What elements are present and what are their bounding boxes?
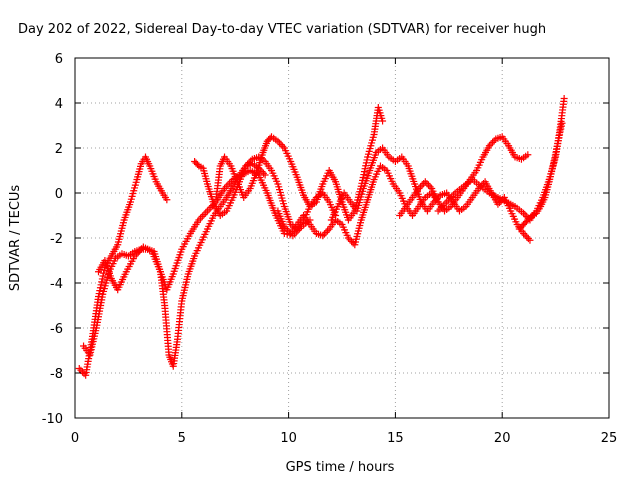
data-point bbox=[324, 227, 332, 235]
ticks-layer: 0 5 10 15 20 25 -10 -8 -6 -4 -2 0 2 4 6 bbox=[42, 52, 618, 446]
data-point bbox=[243, 160, 251, 168]
data-point bbox=[485, 142, 493, 150]
data-point bbox=[245, 159, 253, 167]
data-point bbox=[346, 236, 354, 244]
data-point bbox=[78, 368, 86, 376]
data-point bbox=[276, 139, 284, 147]
data-point bbox=[75, 365, 83, 372]
data-point bbox=[421, 178, 429, 186]
data-point bbox=[260, 169, 268, 177]
y-tick-label: -2 bbox=[50, 232, 63, 247]
data-series-track-10 bbox=[515, 119, 566, 233]
y-tick-label: 2 bbox=[55, 142, 63, 157]
data-point bbox=[344, 234, 352, 242]
data-point bbox=[520, 230, 528, 237]
data-point bbox=[521, 231, 529, 239]
data-point bbox=[320, 230, 328, 238]
data-point bbox=[322, 228, 330, 236]
data-point bbox=[425, 181, 433, 189]
data-series-track-2 bbox=[80, 160, 269, 370]
data-point bbox=[416, 183, 424, 191]
data-point bbox=[524, 235, 532, 243]
data-point bbox=[261, 171, 269, 179]
data-layer bbox=[75, 95, 568, 379]
data-point bbox=[348, 237, 356, 245]
data-point bbox=[487, 140, 495, 148]
data-point bbox=[526, 236, 534, 244]
data-point bbox=[418, 181, 426, 189]
data-point bbox=[520, 209, 528, 217]
data-point bbox=[523, 233, 531, 241]
data-series-track-7 bbox=[327, 144, 534, 244]
data-point bbox=[558, 119, 566, 127]
y-tick-label: 0 bbox=[55, 187, 63, 202]
y-tick-label: -8 bbox=[50, 367, 63, 382]
x-tick-label: 5 bbox=[178, 431, 186, 446]
data-point bbox=[279, 142, 287, 150]
data-point bbox=[527, 213, 535, 221]
x-axis-label: GPS time / hours bbox=[286, 460, 395, 475]
data-point bbox=[489, 138, 497, 146]
data-point bbox=[274, 137, 282, 145]
data-point bbox=[280, 223, 288, 231]
x-tick-label: 10 bbox=[280, 431, 297, 446]
data-point bbox=[423, 179, 431, 187]
data-series-track-3 bbox=[94, 167, 314, 294]
y-axis-label: SDTVAR / TECUs bbox=[8, 185, 23, 292]
data-point bbox=[242, 162, 250, 170]
data-point bbox=[415, 185, 423, 192]
data-point bbox=[560, 95, 568, 102]
data-point bbox=[247, 157, 255, 165]
data-point bbox=[319, 232, 327, 240]
y-tick-label: -4 bbox=[50, 277, 63, 292]
data-point bbox=[494, 200, 502, 208]
data-point bbox=[490, 137, 498, 145]
x-tick-label: 25 bbox=[601, 431, 618, 446]
data-point bbox=[426, 183, 434, 191]
data-point bbox=[163, 196, 171, 204]
data-point bbox=[379, 117, 387, 125]
data-point bbox=[284, 226, 292, 234]
data-point bbox=[277, 141, 285, 149]
data-series-track-6 bbox=[274, 162, 442, 249]
y-tick-label: 6 bbox=[55, 52, 63, 67]
chart-title: Day 202 of 2022, Sidereal Day-to-day VTE… bbox=[18, 22, 546, 37]
data-point bbox=[282, 224, 290, 232]
y-tick-label: -10 bbox=[42, 412, 63, 427]
y-tick-label: 4 bbox=[55, 97, 63, 112]
x-tick-label: 20 bbox=[494, 431, 511, 446]
x-tick-label: 15 bbox=[387, 431, 404, 446]
y-tick-label: -6 bbox=[50, 322, 63, 337]
data-point bbox=[193, 161, 201, 168]
x-tick-label: 0 bbox=[71, 431, 79, 446]
data-point bbox=[258, 168, 266, 176]
data-point bbox=[521, 211, 529, 219]
data-point bbox=[524, 151, 532, 159]
